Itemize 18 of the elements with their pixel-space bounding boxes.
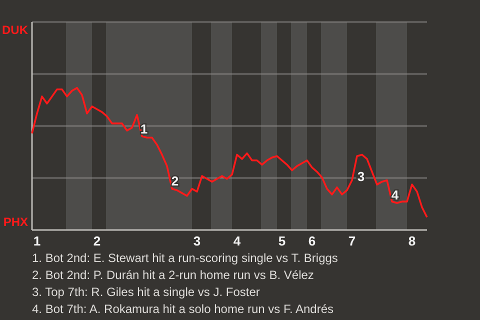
x-tick-label: 4 bbox=[233, 234, 242, 248]
x-tick-label: 7 bbox=[348, 234, 356, 248]
text: DUK bbox=[2, 23, 28, 37]
annotation: 4 bbox=[391, 188, 400, 203]
text: 1. Bot 2nd: E. Stewart hit a run-scoring single vs T. Briggs bbox=[32, 251, 338, 265]
annotation: 2 bbox=[171, 173, 179, 188]
x-tick-label: 5 bbox=[278, 234, 286, 248]
text: 4. Bot 7th: A. Rokamura hit a solo home run vs F. Andrés bbox=[32, 302, 334, 316]
text: 2. Bot 2nd: P. Durán hit a 2-run home run vs B. Vélez bbox=[32, 268, 314, 282]
annotation: 3 bbox=[357, 168, 365, 184]
x-tick-label: 1 bbox=[33, 234, 41, 248]
annotation: 1 bbox=[140, 122, 148, 137]
x-tick-label: 6 bbox=[308, 234, 316, 248]
x-tick-label: 2 bbox=[93, 234, 101, 248]
text: PHX bbox=[3, 215, 28, 229]
x-tick-label: 3 bbox=[193, 234, 201, 248]
x-tick-label: 8 bbox=[408, 234, 416, 248]
text: 3. Top 7th: R. Giles hit a single vs J. Foster bbox=[32, 285, 260, 299]
